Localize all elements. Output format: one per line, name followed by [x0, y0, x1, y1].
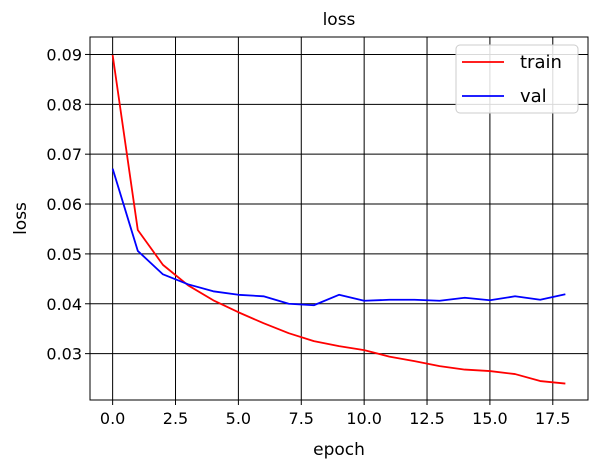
plot-frame — [89, 36, 589, 401]
series-line-train — [111, 54, 566, 385]
y-tick-label: 0.09 — [46, 45, 82, 64]
y-tick-label: 0.03 — [46, 345, 82, 364]
legend-label-train: train — [520, 52, 562, 73]
x-tick-label: 7.5 — [289, 409, 314, 428]
x-tick-label: 0.0 — [100, 409, 125, 428]
y-axis-ticks: 0.03 0.04 0.05 0.06 0.07 0.08 0.09 — [46, 45, 90, 364]
x-tick-label: 5.0 — [226, 409, 251, 428]
x-tick-label: 15.0 — [472, 409, 508, 428]
y-tick-label: 0.05 — [46, 245, 82, 264]
y-tick-label: 0.07 — [46, 145, 82, 164]
x-axis-title: epoch — [313, 440, 365, 460]
x-tick-label: 10.0 — [346, 409, 382, 428]
x-tick-label: 12.5 — [409, 409, 445, 428]
legend-label-val: val — [520, 86, 547, 107]
x-tick-label: 2.5 — [163, 409, 188, 428]
y-tick-label: 0.08 — [46, 95, 82, 114]
legend: train val — [455, 44, 579, 114]
x-axis-ticks: 0.0 2.5 5.0 7.5 10.0 12.5 15.0 17.5 — [100, 400, 571, 428]
y-axis-title: loss — [11, 202, 31, 235]
chart-title: loss — [323, 10, 356, 30]
y-tick-label: 0.04 — [46, 295, 82, 314]
x-tick-label: 17.5 — [535, 409, 571, 428]
series-lines — [111, 54, 566, 385]
y-tick-label: 0.06 — [46, 195, 82, 214]
series-line-val — [111, 168, 566, 307]
